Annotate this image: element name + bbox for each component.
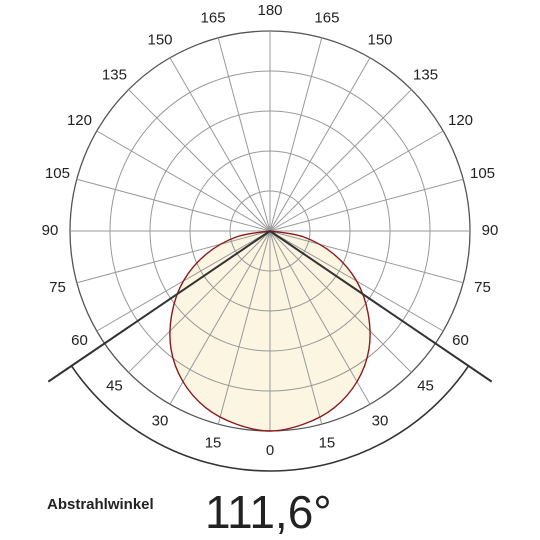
angle-label: 165 xyxy=(201,9,226,26)
grid-spoke xyxy=(269,178,464,232)
angle-label: 180 xyxy=(257,2,282,19)
angle-label: 165 xyxy=(314,9,339,26)
grid-spoke xyxy=(269,37,323,232)
angle-label: 120 xyxy=(448,112,473,129)
angle-label: 30 xyxy=(372,412,389,429)
angle-label: 0 xyxy=(266,442,274,459)
angle-label: 150 xyxy=(147,31,172,48)
angle-label: 75 xyxy=(49,279,66,296)
grid-spoke xyxy=(128,230,271,373)
beam-angle-label: Abstrahlwinkel xyxy=(47,496,154,513)
angle-label: 105 xyxy=(470,165,495,182)
grid-spoke xyxy=(217,230,271,425)
beam-angle-line xyxy=(269,230,493,383)
angle-label: 30 xyxy=(152,412,169,429)
angle-label: 120 xyxy=(67,112,92,129)
grid-spoke xyxy=(269,230,323,425)
angle-label: 135 xyxy=(102,66,127,83)
beam-angle-arc xyxy=(70,365,470,472)
beam-angle-line xyxy=(47,230,271,383)
angle-label: 60 xyxy=(71,332,88,349)
angle-label: 150 xyxy=(367,31,392,48)
grid-spoke xyxy=(128,89,271,232)
grid-spoke xyxy=(76,178,271,232)
grid-spoke xyxy=(217,37,271,232)
angle-label: 75 xyxy=(474,279,491,296)
grid-spoke xyxy=(76,230,271,284)
angle-label: 90 xyxy=(42,222,59,239)
beam-angle-value: 111,6° xyxy=(205,486,332,538)
grid-spoke xyxy=(169,230,271,405)
grid-spoke xyxy=(269,57,371,232)
grid-spoke xyxy=(169,57,271,232)
beam-outline xyxy=(169,230,371,432)
angle-label: 15 xyxy=(319,434,336,451)
grid-spoke xyxy=(269,230,412,373)
grid-spoke xyxy=(269,230,371,405)
angle-label: 60 xyxy=(452,332,469,349)
angle-label: 90 xyxy=(482,222,499,239)
angle-label: 15 xyxy=(205,434,222,451)
angle-label: 45 xyxy=(106,378,123,395)
angle-label: 135 xyxy=(413,66,438,83)
angle-label: 105 xyxy=(45,165,70,182)
grid-spoke xyxy=(269,89,412,232)
grid-spoke xyxy=(269,230,464,284)
grid-spoke xyxy=(269,130,444,232)
grid-spoke xyxy=(96,130,271,232)
angle-label: 45 xyxy=(417,378,434,395)
